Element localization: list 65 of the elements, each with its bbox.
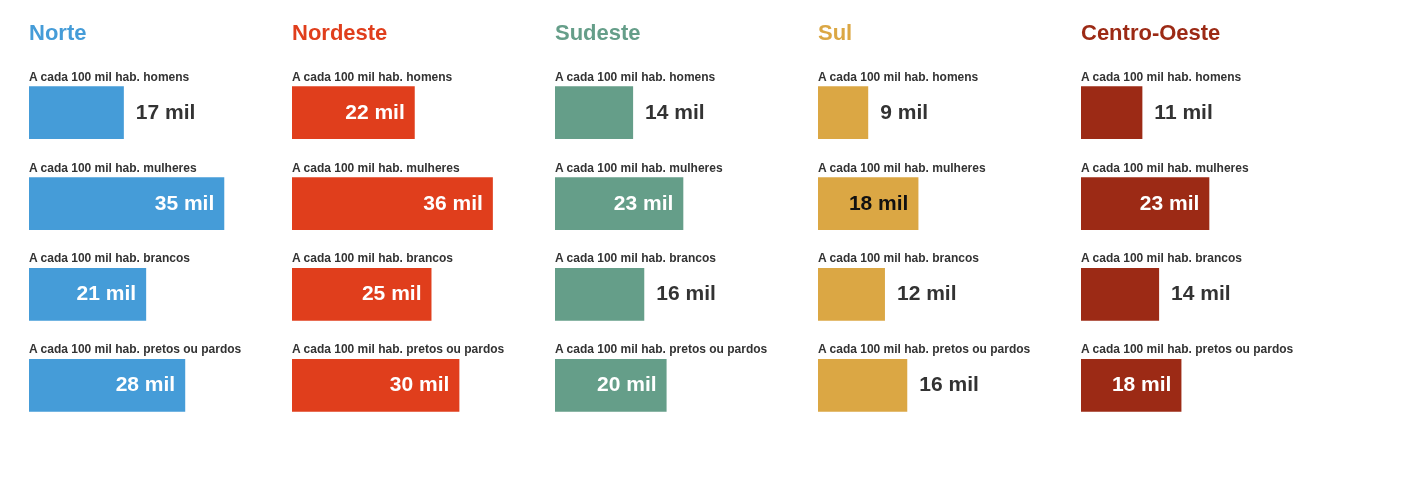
y-tick-label: A cada 100 mil hab. mulheres (1081, 160, 1249, 175)
y-tick-label: A cada 100 mil hab. homens (1081, 69, 1242, 84)
data-label: 18 mil (1111, 372, 1172, 396)
bar (818, 359, 908, 412)
data-label: 12 mil (896, 281, 957, 305)
y-tick-label: A cada 100 mil hab. mulheres (818, 160, 986, 175)
y-tick-label: A cada 100 mil hab. homens (292, 69, 453, 84)
chart-title: Sudeste (555, 20, 641, 45)
bar (292, 359, 460, 412)
data-label: 16 mil (656, 281, 716, 305)
y-tick-label: A cada 100 mil hab. brancos (29, 251, 191, 266)
data-label: 21 mil (76, 281, 137, 305)
y-tick-label: A cada 100 mil hab. mulheres (29, 160, 197, 175)
y-tick-label: A cada 100 mil hab. mulheres (292, 160, 460, 175)
data-label: 36 mil (423, 190, 483, 214)
bar (1081, 359, 1182, 412)
bar (555, 268, 645, 321)
data-label: 30 mil (389, 372, 450, 396)
bar (29, 177, 225, 230)
bar (29, 268, 147, 321)
data-label: 22 mil (345, 99, 405, 123)
bar (1081, 177, 1210, 230)
data-label: 18 mil (848, 190, 909, 214)
y-tick-label: A cada 100 mil hab. brancos (818, 251, 980, 266)
y-tick-label: A cada 100 mil hab. homens (555, 69, 716, 84)
y-tick-label: A cada 100 mil hab. pretos ou pardos (555, 342, 768, 357)
data-label: 23 mil (613, 190, 674, 214)
data-label: 28 mil (115, 372, 176, 396)
bar (292, 177, 493, 230)
bar (818, 177, 919, 230)
chart-title: Nordeste (292, 20, 388, 45)
y-tick-label: A cada 100 mil hab. homens (818, 69, 979, 84)
y-tick-label: A cada 100 mil hab. homens (29, 69, 190, 84)
data-label: 9 mil (880, 99, 929, 123)
bar (292, 86, 415, 139)
bar (292, 268, 432, 321)
y-tick-label: A cada 100 mil hab. brancos (292, 251, 454, 266)
bar (555, 177, 684, 230)
data-label: 23 mil (1139, 190, 1200, 214)
data-label: 14 mil (1171, 281, 1231, 305)
data-label: 25 mil (361, 281, 422, 305)
data-label: 20 mil (597, 372, 657, 396)
data-label: 17 mil (135, 99, 196, 123)
y-tick-label: A cada 100 mil hab. brancos (1081, 251, 1243, 266)
y-tick-label: A cada 100 mil hab. pretos ou pardos (292, 342, 505, 357)
chart-title: Norte (29, 20, 87, 45)
bar (29, 86, 124, 139)
bar (29, 359, 186, 412)
data-label: 16 mil (919, 372, 979, 396)
bar (1081, 86, 1143, 139)
data-label: 35 mil (154, 190, 215, 214)
chart-title: Centro-Oeste (1081, 20, 1221, 45)
bar (818, 86, 869, 139)
data-label: 11 mil (1154, 99, 1213, 123)
y-tick-label: A cada 100 mil hab. pretos ou pardos (818, 342, 1031, 357)
bar (555, 359, 667, 412)
bar (818, 268, 885, 321)
y-tick-label: A cada 100 mil hab. brancos (555, 251, 717, 266)
chart-title: Sul (818, 20, 853, 45)
y-tick-label: A cada 100 mil hab. mulheres (555, 160, 723, 175)
y-tick-label: A cada 100 mil hab. pretos ou pardos (1081, 342, 1294, 357)
data-label: 14 mil (645, 99, 705, 123)
y-tick-label: A cada 100 mil hab. pretos ou pardos (29, 342, 242, 357)
bar (1081, 268, 1160, 321)
bar (555, 86, 634, 139)
